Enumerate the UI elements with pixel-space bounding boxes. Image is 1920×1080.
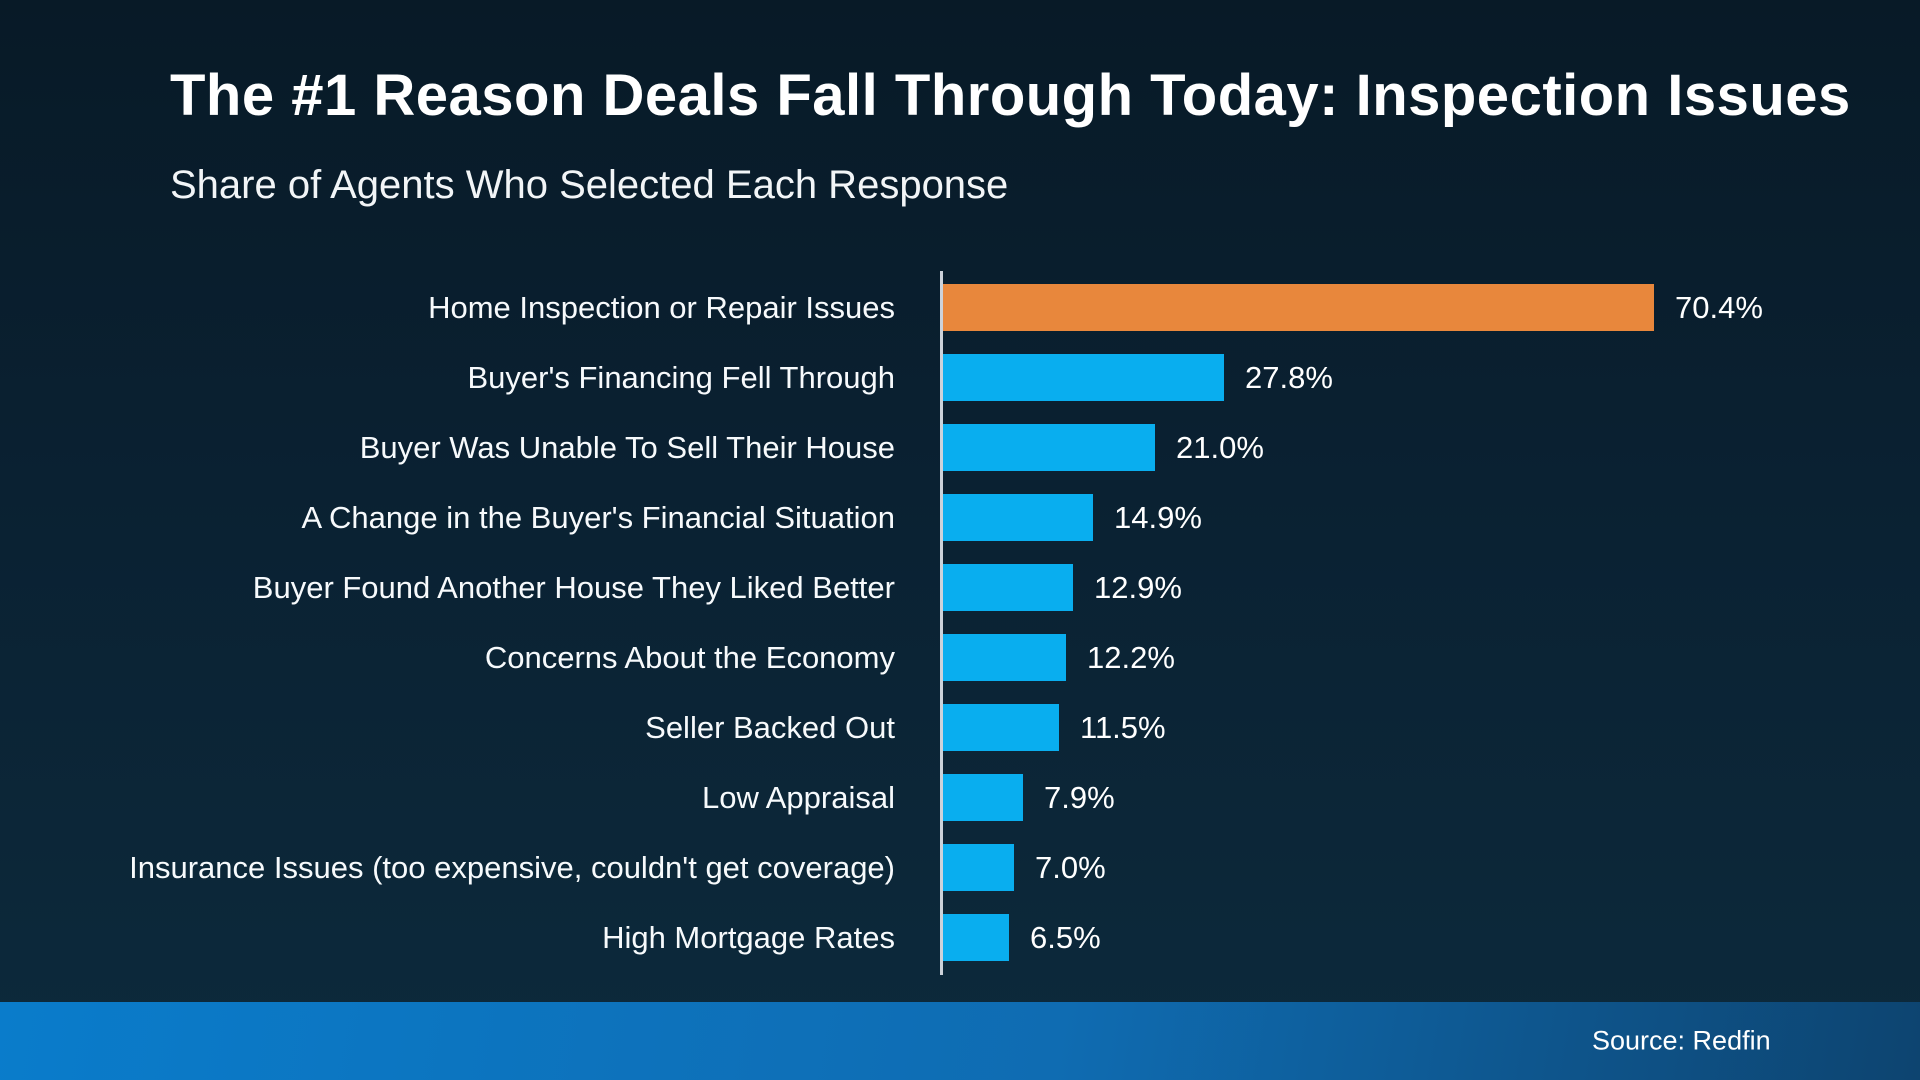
category-label: Seller Backed Out <box>645 710 895 745</box>
chart-row: Buyer Found Another House They Liked Bet… <box>0 564 1920 634</box>
page-title: The #1 Reason Deals Fall Through Today: … <box>170 63 1851 128</box>
value-label: 7.9% <box>1044 780 1115 815</box>
value-label: 12.2% <box>1087 640 1175 675</box>
value-label: 11.5% <box>1080 710 1166 745</box>
chart-row: Home Inspection or Repair Issues 70.4% <box>0 284 1920 354</box>
chart-row: A Change in the Buyer's Financial Situat… <box>0 494 1920 564</box>
chart-row: High Mortgage Rates 6.5% <box>0 914 1920 984</box>
value-label: 12.9% <box>1094 570 1182 605</box>
category-label: Insurance Issues (too expensive, couldn'… <box>129 850 895 885</box>
category-label: Concerns About the Economy <box>484 640 895 675</box>
chart-row: Seller Backed Out 11.5% <box>0 704 1920 774</box>
bar <box>943 844 1014 891</box>
value-label: 14.9% <box>1114 500 1202 535</box>
value-label: 70.4% <box>1675 290 1763 325</box>
category-label: Buyer's Financing Fell Through <box>467 360 895 395</box>
category-label: Low Appraisal <box>701 780 895 815</box>
bar <box>943 494 1093 541</box>
page-subtitle: Share of Agents Who Selected Each Respon… <box>170 163 1009 207</box>
chart-row: Insurance Issues (too expensive, couldn'… <box>0 844 1920 914</box>
category-label: A Change in the Buyer's Financial Situat… <box>301 500 895 535</box>
source-credit: Source: Redfin <box>1592 1025 1771 1056</box>
chart-row: Low Appraisal 7.9% <box>0 774 1920 844</box>
bar-chart: Home Inspection or Repair Issues 70.4% B… <box>0 271 1920 984</box>
chart-header: The #1 Reason Deals Fall Through Today: … <box>170 62 1851 208</box>
category-label: Buyer Found Another House They Liked Bet… <box>252 570 895 605</box>
bar <box>943 354 1224 401</box>
y-axis-line <box>940 271 943 975</box>
footer-strip: Source: Redfin <box>0 1002 1920 1080</box>
bar <box>943 564 1073 611</box>
bar <box>943 424 1155 471</box>
bar <box>943 774 1023 821</box>
bar <box>943 284 1654 331</box>
value-label: 7.0% <box>1035 850 1106 885</box>
category-label: Home Inspection or Repair Issues <box>428 290 895 325</box>
value-label: 6.5% <box>1030 920 1101 955</box>
bar <box>943 634 1066 681</box>
value-label: 27.8% <box>1245 360 1333 395</box>
chart-rows: Home Inspection or Repair Issues 70.4% B… <box>0 271 1920 984</box>
chart-row: Concerns About the Economy 12.2% <box>0 634 1920 704</box>
chart-row: Buyer Was Unable To Sell Their House 21.… <box>0 424 1920 494</box>
chart-row: Buyer's Financing Fell Through 27.8% <box>0 354 1920 424</box>
bar <box>943 704 1059 751</box>
category-label: High Mortgage Rates <box>602 920 895 955</box>
bar <box>943 914 1009 961</box>
category-label: Buyer Was Unable To Sell Their House <box>359 430 895 465</box>
value-label: 21.0% <box>1176 430 1264 465</box>
